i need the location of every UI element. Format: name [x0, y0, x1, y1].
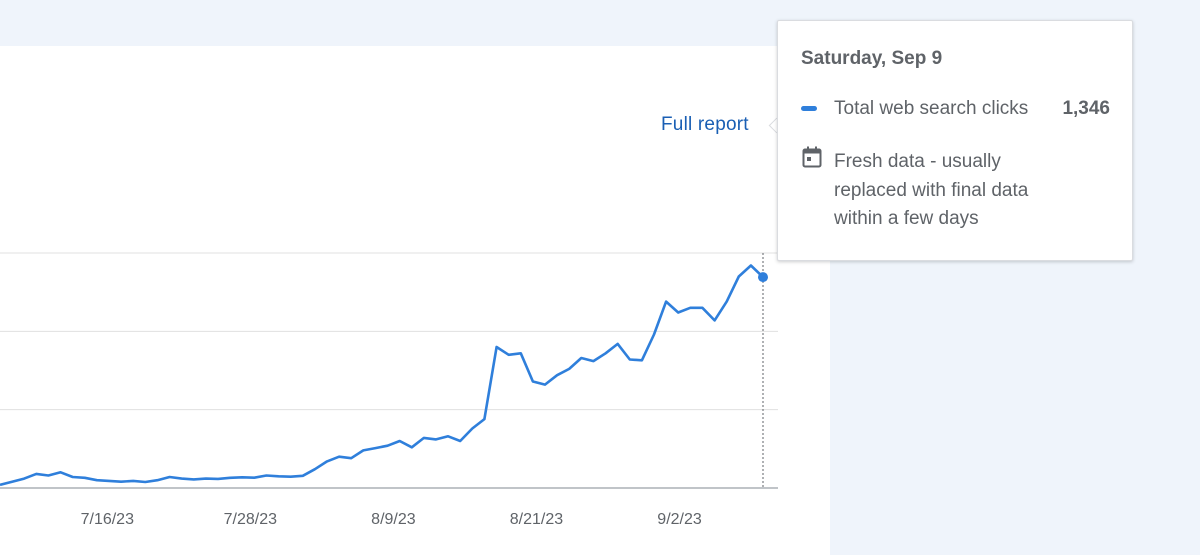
performance-card: [0, 46, 830, 555]
chart-series-layer: [0, 264, 768, 487]
tooltip-series-label: Total web search clicks: [834, 98, 1029, 119]
chart-tooltip: Saturday, Sep 9 Total web search clicks …: [777, 20, 1133, 261]
series-line-total-web-search-clicks: [0, 264, 764, 487]
x-tick-label: 9/2/23: [657, 511, 702, 528]
highlighted-data-point[interactable]: [758, 272, 768, 283]
clicks-chart: 7/16/23 7/28/23 8/9/23 8/21/23 9/2/23: [0, 252, 778, 528]
x-tick-label: 8/9/23: [371, 511, 416, 528]
x-tick-label: 7/28/23: [224, 511, 277, 528]
x-axis: 7/16/23 7/28/23 8/9/23 8/21/23 9/2/23: [81, 511, 702, 528]
chart-gridlines: [0, 252, 778, 489]
series-swatch: [801, 106, 817, 111]
full-report-link[interactable]: Full report: [661, 114, 749, 135]
tooltip-date: Saturday, Sep 9: [801, 48, 943, 69]
calendar-icon: [802, 146, 822, 168]
x-tick-label: 8/21/23: [510, 511, 563, 528]
fresh-data-note: Fresh data - usually replaced with final…: [834, 151, 1029, 229]
tooltip-series-value: 1,346: [1062, 98, 1110, 119]
x-tick-label: 7/16/23: [81, 511, 134, 528]
